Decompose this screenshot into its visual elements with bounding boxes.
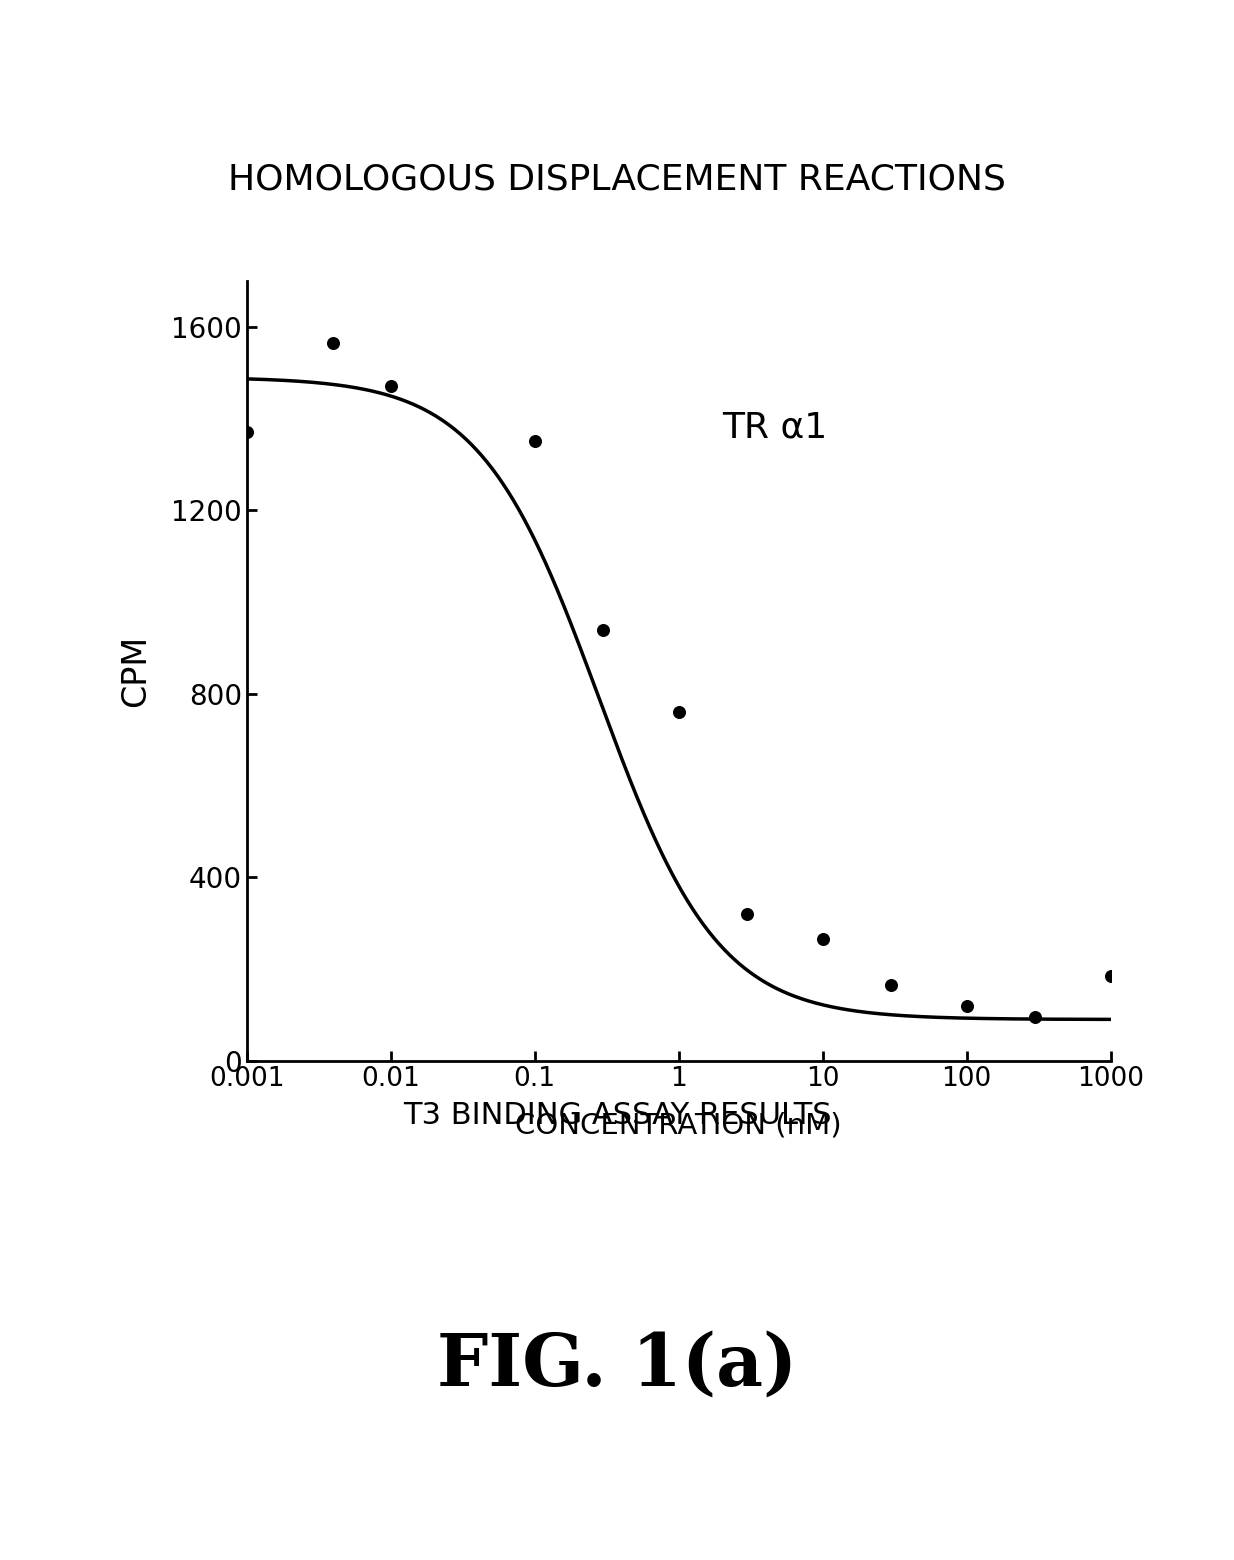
Point: [524, 429, 544, 454]
X-axis label: CONCENTRATION (nM): CONCENTRATION (nM): [516, 1111, 842, 1139]
Text: FIG. 1(a): FIG. 1(a): [437, 1329, 797, 1401]
Text: HOMOLOGOUS DISPLACEMENT REACTIONS: HOMOLOGOUS DISPLACEMENT REACTIONS: [228, 162, 1006, 197]
Point: [1025, 1005, 1045, 1030]
Point: [1101, 964, 1120, 989]
Point: [594, 618, 613, 643]
Point: [669, 699, 689, 724]
Point: [956, 994, 976, 1019]
Point: [237, 420, 257, 445]
Text: T3 BINDING ASSAY RESULTS: T3 BINDING ASSAY RESULTS: [402, 1101, 832, 1129]
Point: [881, 972, 901, 997]
Point: [381, 374, 401, 399]
Point: [738, 902, 758, 927]
Point: [813, 927, 833, 952]
Point: [323, 331, 343, 356]
Y-axis label: CPM: CPM: [118, 635, 152, 707]
Text: TR α1: TR α1: [722, 410, 827, 445]
